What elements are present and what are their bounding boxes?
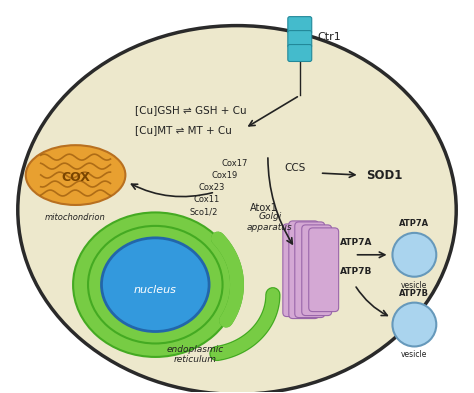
FancyBboxPatch shape: [288, 17, 312, 33]
Text: Cox19: Cox19: [212, 171, 238, 180]
Ellipse shape: [18, 26, 456, 393]
FancyBboxPatch shape: [283, 224, 313, 317]
Text: ATP7A: ATP7A: [399, 219, 429, 228]
Text: CCS: CCS: [284, 163, 305, 173]
Text: COX: COX: [61, 171, 90, 184]
FancyBboxPatch shape: [289, 221, 319, 319]
Text: mitochondrion: mitochondrion: [45, 213, 106, 222]
Text: Cox23: Cox23: [199, 182, 225, 191]
Circle shape: [392, 233, 436, 277]
Text: ATP7A: ATP7A: [340, 238, 372, 247]
Circle shape: [392, 303, 436, 347]
Text: ATP7B: ATP7B: [400, 288, 429, 298]
Text: [Cu]MT ⇌ MT + Cu: [Cu]MT ⇌ MT + Cu: [136, 125, 232, 135]
Text: Cox11: Cox11: [194, 195, 220, 204]
Text: ATP7B: ATP7B: [340, 267, 372, 276]
Ellipse shape: [73, 213, 237, 357]
FancyBboxPatch shape: [288, 44, 312, 61]
Ellipse shape: [91, 229, 220, 340]
Text: vesicle: vesicle: [401, 281, 428, 290]
Ellipse shape: [101, 238, 209, 332]
Text: Cox17: Cox17: [221, 159, 248, 168]
Text: SOD1: SOD1: [366, 169, 403, 182]
Text: vesicle: vesicle: [401, 351, 428, 360]
Text: Ctr1: Ctr1: [318, 31, 341, 42]
FancyBboxPatch shape: [288, 31, 312, 48]
Ellipse shape: [103, 240, 208, 329]
Text: nucleus: nucleus: [134, 285, 177, 295]
FancyBboxPatch shape: [302, 225, 332, 316]
Text: Sco1/2: Sco1/2: [190, 208, 218, 217]
Text: endoplasmic
reticulum: endoplasmic reticulum: [166, 345, 224, 364]
Text: Atox1: Atox1: [250, 203, 278, 213]
Ellipse shape: [26, 145, 126, 205]
Ellipse shape: [88, 226, 223, 343]
FancyBboxPatch shape: [295, 222, 325, 318]
Text: Golgi
apparatus: Golgi apparatus: [247, 212, 293, 231]
FancyBboxPatch shape: [309, 228, 338, 312]
Text: [Cu]GSH ⇌ GSH + Cu: [Cu]GSH ⇌ GSH + Cu: [136, 105, 247, 115]
